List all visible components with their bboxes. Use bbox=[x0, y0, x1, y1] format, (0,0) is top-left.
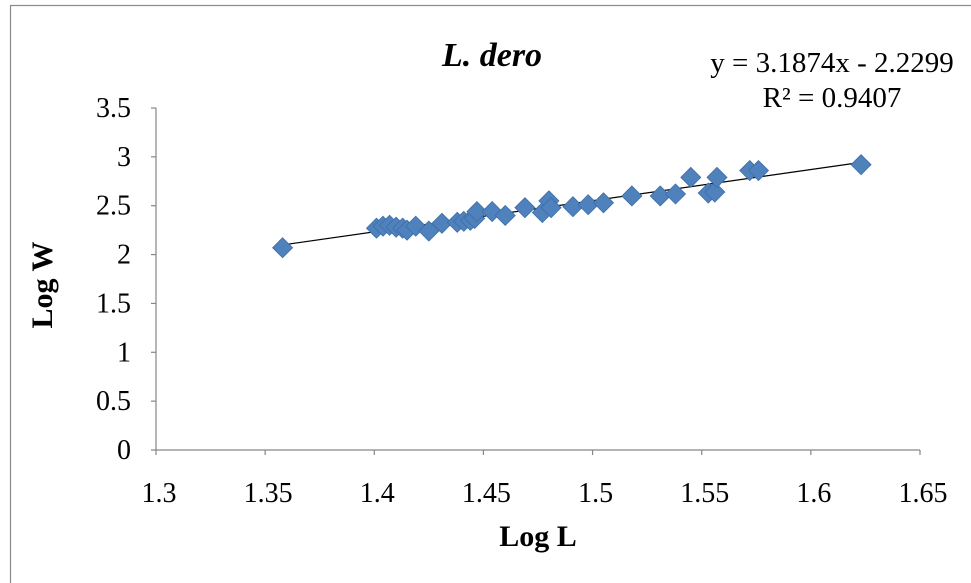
x-tick-label: 1.55 bbox=[680, 478, 729, 509]
x-tick-label: 1.4 bbox=[360, 478, 395, 509]
y-tick-label: 1 bbox=[117, 337, 131, 368]
x-axis-label: Log L bbox=[499, 520, 577, 553]
x-tick-label: 1.45 bbox=[462, 478, 511, 509]
y-tick-label: 1.5 bbox=[96, 288, 131, 319]
data-point bbox=[664, 183, 687, 205]
r-squared-label: R² = 0.9407 bbox=[763, 82, 902, 114]
data-point bbox=[494, 204, 516, 227]
y-tick-label: 2 bbox=[117, 240, 131, 271]
data-point bbox=[704, 181, 726, 203]
y-tick-label: 3 bbox=[117, 142, 131, 173]
data-point bbox=[431, 212, 453, 234]
x-axis-ticks: 1.3 1.35 1.4 1.45 1.5 1.55 1.6 1.65 bbox=[142, 450, 948, 509]
data-point bbox=[540, 197, 562, 219]
data-point bbox=[706, 166, 728, 188]
chart-frame bbox=[9, 4, 971, 583]
y-tick-label: 0 bbox=[117, 435, 131, 466]
data-points bbox=[272, 154, 872, 259]
data-point bbox=[680, 166, 702, 188]
trendline-equation: y = 3.1874x - 2.2299 bbox=[710, 47, 954, 79]
data-point bbox=[514, 197, 536, 219]
data-point bbox=[418, 220, 440, 242]
x-tick-label: 1.35 bbox=[244, 478, 293, 509]
x-tick-label: 1.65 bbox=[899, 478, 948, 509]
y-axis-ticks: 0 0.5 1 1.5 2 2.5 3 3.5 bbox=[96, 93, 156, 466]
x-tick-label: 1.5 bbox=[578, 478, 613, 509]
y-tick-label: 0.5 bbox=[96, 386, 131, 417]
y-axis-label: Log W bbox=[26, 242, 59, 329]
data-point bbox=[466, 201, 488, 223]
data-point bbox=[747, 159, 770, 182]
x-tick-label: 1.6 bbox=[796, 478, 831, 509]
data-point bbox=[272, 237, 294, 259]
chart-title: L. dero bbox=[441, 37, 542, 74]
data-point bbox=[850, 154, 872, 176]
y-tick-label: 3.5 bbox=[96, 93, 131, 124]
x-tick-label: 1.3 bbox=[142, 478, 177, 509]
data-point bbox=[621, 185, 643, 207]
data-point bbox=[592, 192, 615, 214]
y-tick-label: 2.5 bbox=[96, 191, 131, 222]
